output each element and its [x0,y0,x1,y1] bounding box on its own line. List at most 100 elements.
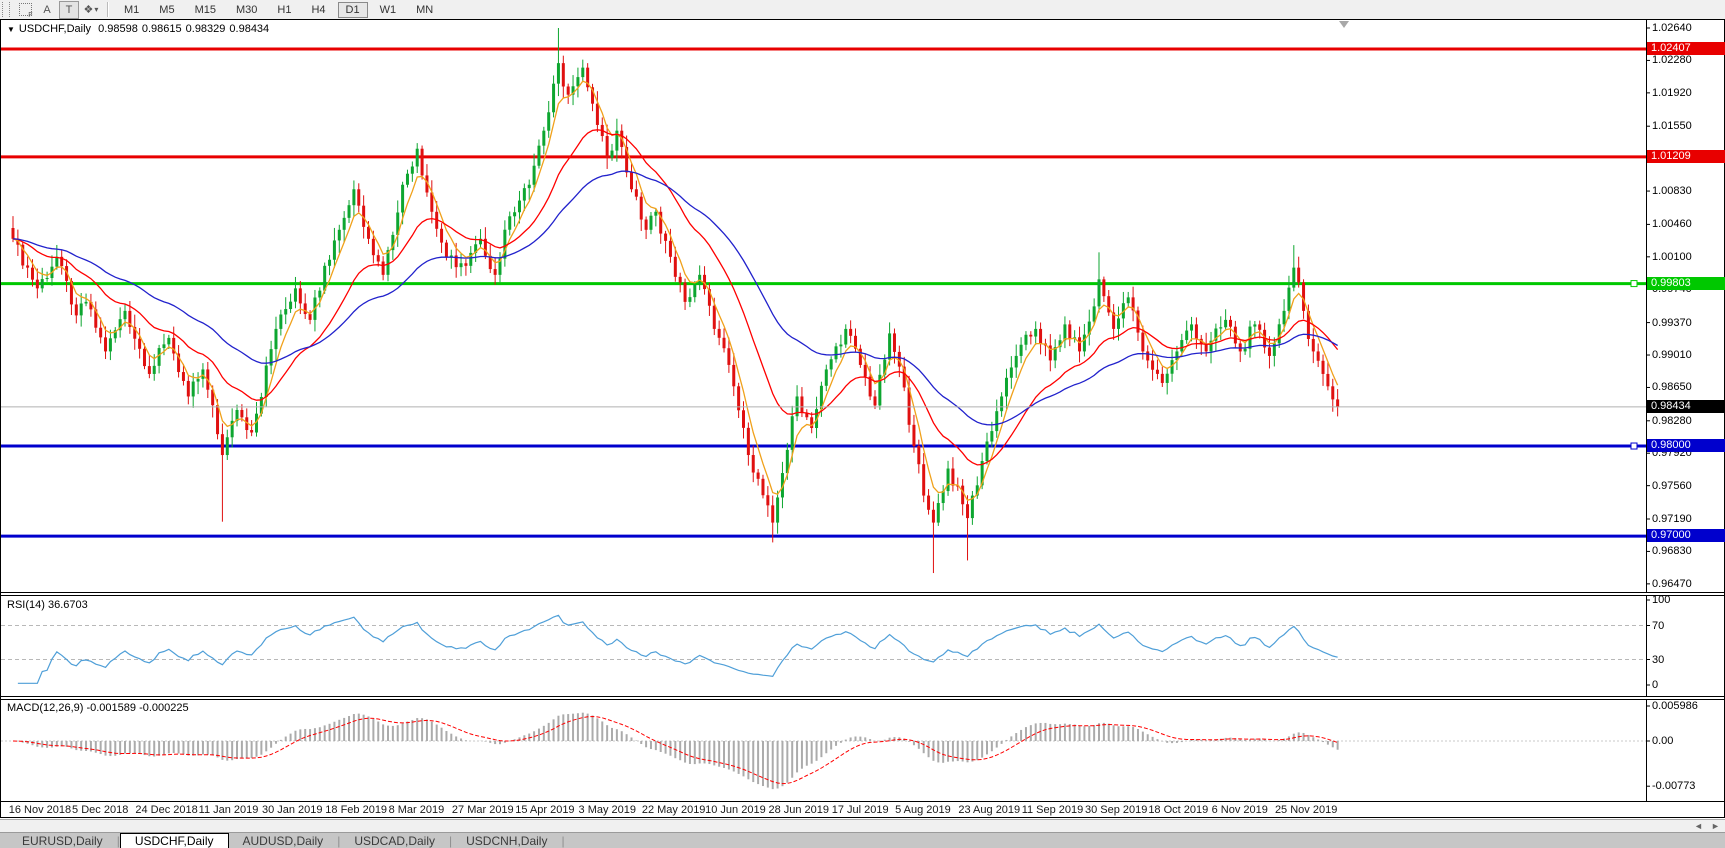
price-level-label[interactable]: 1.01209 [1647,149,1725,163]
tab-usdchf-daily[interactable]: USDCHF,Daily [119,833,229,848]
candle [1194,324,1198,339]
chart-caption: ▼ USDCHF,Daily 0.98598 0.98615 0.98329 0.984… [7,23,273,35]
symbol-title: USDCHF,Daily [18,23,92,35]
candle [425,175,429,193]
candle [479,238,483,245]
timeframe-button-m15[interactable]: M15 [194,3,216,16]
candle [259,396,263,414]
scroll-left-icon[interactable]: ◄ [1694,821,1703,831]
date-axis: 16 Nov 2018 5 Dec 2018 24 Dec 2018 11 Jan 2… [1,801,1724,818]
chevron-down-icon[interactable]: ▾ [94,5,99,14]
price-level-label[interactable]: 0.99803 [1647,276,1725,290]
timeframe-button-m1[interactable]: M1 [124,3,140,16]
rsi-tick: 30 [1652,653,1665,666]
candle [1224,319,1228,328]
candle [113,330,117,339]
candle [298,288,302,304]
candle [1000,396,1004,412]
timeframe-button-mn[interactable]: MN [416,3,434,16]
timeframe-button-h1[interactable]: H1 [277,3,292,16]
macd-signal-line [12,715,1338,785]
candle [839,344,843,347]
price-level-label[interactable]: 0.98000 [1647,439,1725,453]
date-label: 11 Sep 2019 [1021,804,1084,816]
candle [1326,373,1330,387]
tab-eurusd-daily[interactable]: EURUSD,Daily [22,833,103,848]
chart-shift-marker-icon[interactable] [1339,21,1349,28]
tab-usdcad-daily[interactable]: USDCAD,Daily [354,833,435,848]
timeframe-button-m30[interactable]: M30 [235,3,258,16]
price-tick: 0.97560 [1652,479,1692,492]
date-label: 3 May 2019 [578,804,636,816]
date-label: 11 Jan 2019 [198,804,259,816]
timeframe-button-m5[interactable]: M5 [159,3,175,16]
candle [1204,344,1208,352]
candle [615,130,619,151]
price-level-label[interactable]: 1.02407 [1647,41,1725,55]
candle [1131,297,1135,311]
text-label-tool-icon[interactable]: A [43,3,51,16]
candle [186,380,190,397]
cycle-colors-icon[interactable]: ❖ ▾ [83,4,99,16]
candle [245,417,249,431]
candle [289,301,293,310]
timeframe-button-d1[interactable]: D1 [337,1,368,18]
candle [337,229,341,241]
candle [522,188,526,201]
candle [629,172,633,190]
timeframe-button-h4[interactable]: H4 [311,3,326,16]
chart-canvas[interactable] [1,20,1724,817]
price-tick: 1.00460 [1652,218,1692,231]
candle [269,349,273,366]
pane-separator-macd[interactable] [1,696,1724,700]
candle [1097,279,1101,307]
horizontal-scrollbar[interactable]: ◄ ► [0,819,1725,833]
price-level-label[interactable]: 0.97000 [1647,529,1725,543]
candle [712,305,716,329]
candle [1053,347,1057,361]
candle [1190,324,1194,331]
candle [410,166,414,174]
candle [347,205,351,218]
pointer-grid-icon[interactable]: F [15,2,35,19]
level-handle[interactable] [1630,442,1638,450]
candle [561,63,565,87]
date-label: 18 Oct 2019 [1148,804,1209,816]
candle [878,374,882,406]
candle [376,255,380,262]
candle [907,387,911,425]
ma-fast-line [12,80,1339,502]
chart-window[interactable]: ▼ USDCHF,Daily 0.98598 0.98615 0.98329 0.984… [0,19,1725,818]
candle [912,424,916,447]
tab-usdcnh-daily[interactable]: USDCNH,Daily [466,833,548,848]
level-handle[interactable] [1630,280,1638,288]
candle [391,234,395,251]
rsi-line [17,614,1338,684]
candle [1331,386,1335,400]
candle [985,441,989,462]
candle [1170,360,1174,374]
candle [108,338,112,352]
candle [1087,321,1091,335]
pane-separator-rsi[interactable] [1,592,1724,596]
date-label: 5 Dec 2018 [72,804,129,816]
candle [177,353,181,373]
candle [513,212,517,217]
tab-audusd-daily[interactable]: AUDUSD,Daily [242,833,324,848]
candle [498,258,502,275]
chart-menu-icon[interactable]: ▼ [7,25,15,34]
scroll-right-icon[interactable]: ► [1711,821,1720,831]
candle [1185,330,1189,341]
candle [975,485,979,496]
candle [931,509,935,523]
toolbar-grip[interactable] [2,2,10,17]
macd-tick: -0.00773 [1652,780,1696,793]
timeframe-button-w1[interactable]: W1 [379,3,397,16]
candle [854,335,858,349]
candle [332,240,336,260]
candle [284,309,288,315]
text-tool-icon[interactable]: T [59,0,79,19]
candle [1058,340,1062,348]
candle [576,77,580,87]
date-label: 24 Dec 2018 [135,804,198,816]
